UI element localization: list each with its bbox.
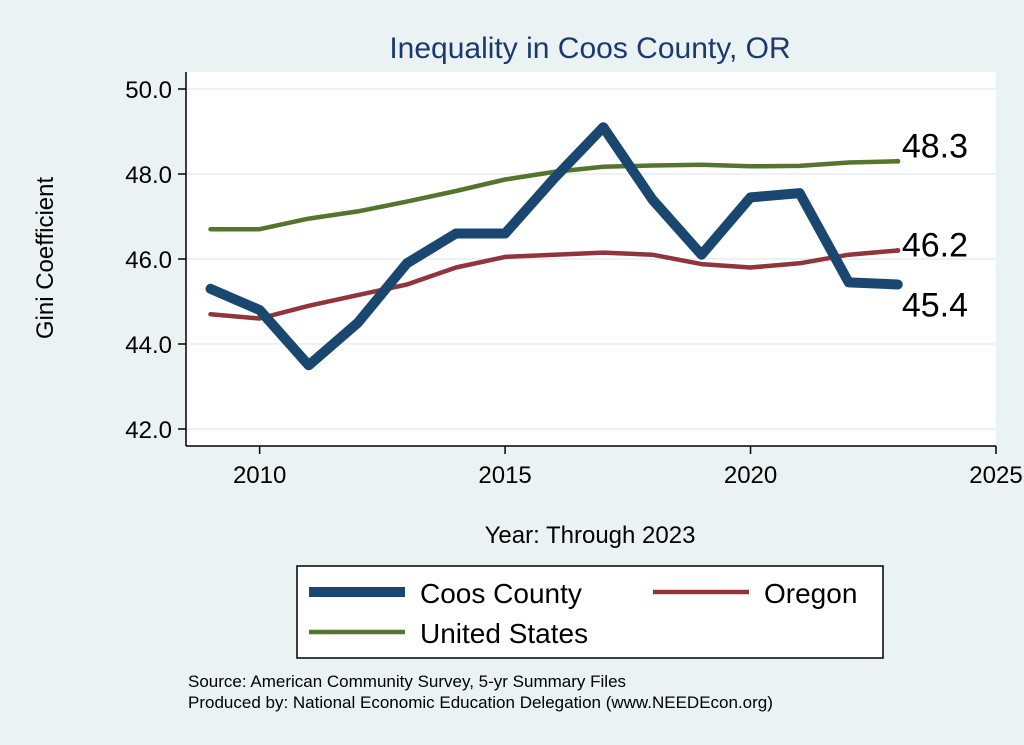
x-tick-label: 2025 bbox=[969, 462, 1022, 489]
chart-title: Inequality in Coos County, OR bbox=[389, 32, 790, 65]
end-label-coos-county: 45.4 bbox=[902, 287, 968, 325]
gridlines bbox=[186, 88, 996, 430]
end-marker-oregon bbox=[895, 248, 901, 253]
y-tick-label: 50.0 bbox=[125, 77, 172, 104]
end-labels: 45.4 46.2 48.3 bbox=[895, 127, 968, 325]
x-axis-title: Year: Through 2023 bbox=[485, 522, 696, 549]
legend-label-oregon: Oregon bbox=[764, 578, 857, 609]
series-layer bbox=[205, 122, 903, 371]
y-axis-title: Gini Coefficient bbox=[32, 177, 59, 340]
x-tick-label: 2010 bbox=[233, 462, 286, 489]
x-tick-label: 2015 bbox=[478, 462, 531, 489]
end-label-united-states: 48.3 bbox=[902, 127, 968, 165]
legend: Coos County Oregon United States bbox=[296, 565, 884, 659]
plot-area: 42.0 44.0 46.0 48.0 50.0 2010 2015 2020 2025 45… bbox=[125, 72, 1023, 489]
end-marker-coos-county bbox=[895, 282, 901, 287]
end-label-oregon: 46.2 bbox=[902, 227, 968, 265]
y-tick-label: 44.0 bbox=[125, 332, 172, 359]
y-tick-label: 42.0 bbox=[125, 417, 172, 444]
series-line-coos-county bbox=[205, 122, 903, 371]
producer-note: Produced by: National Economic Education… bbox=[188, 693, 773, 712]
y-tick-label: 48.0 bbox=[125, 162, 172, 189]
y-axis: 42.0 44.0 46.0 48.0 50.0 bbox=[125, 72, 187, 446]
series-line-oregon bbox=[208, 248, 901, 321]
legend-box bbox=[296, 565, 884, 659]
end-marker-united-states bbox=[895, 158, 901, 164]
x-tick-label: 2020 bbox=[724, 462, 777, 489]
source-note: Source: American Community Survey, 5-yr … bbox=[188, 672, 626, 691]
x-axis: 2010 2015 2020 2025 bbox=[186, 445, 1023, 489]
legend-label-coos-county: Coos County bbox=[420, 578, 582, 609]
y-tick-label: 46.0 bbox=[125, 247, 172, 274]
legend-label-united-states: United States bbox=[420, 618, 588, 649]
